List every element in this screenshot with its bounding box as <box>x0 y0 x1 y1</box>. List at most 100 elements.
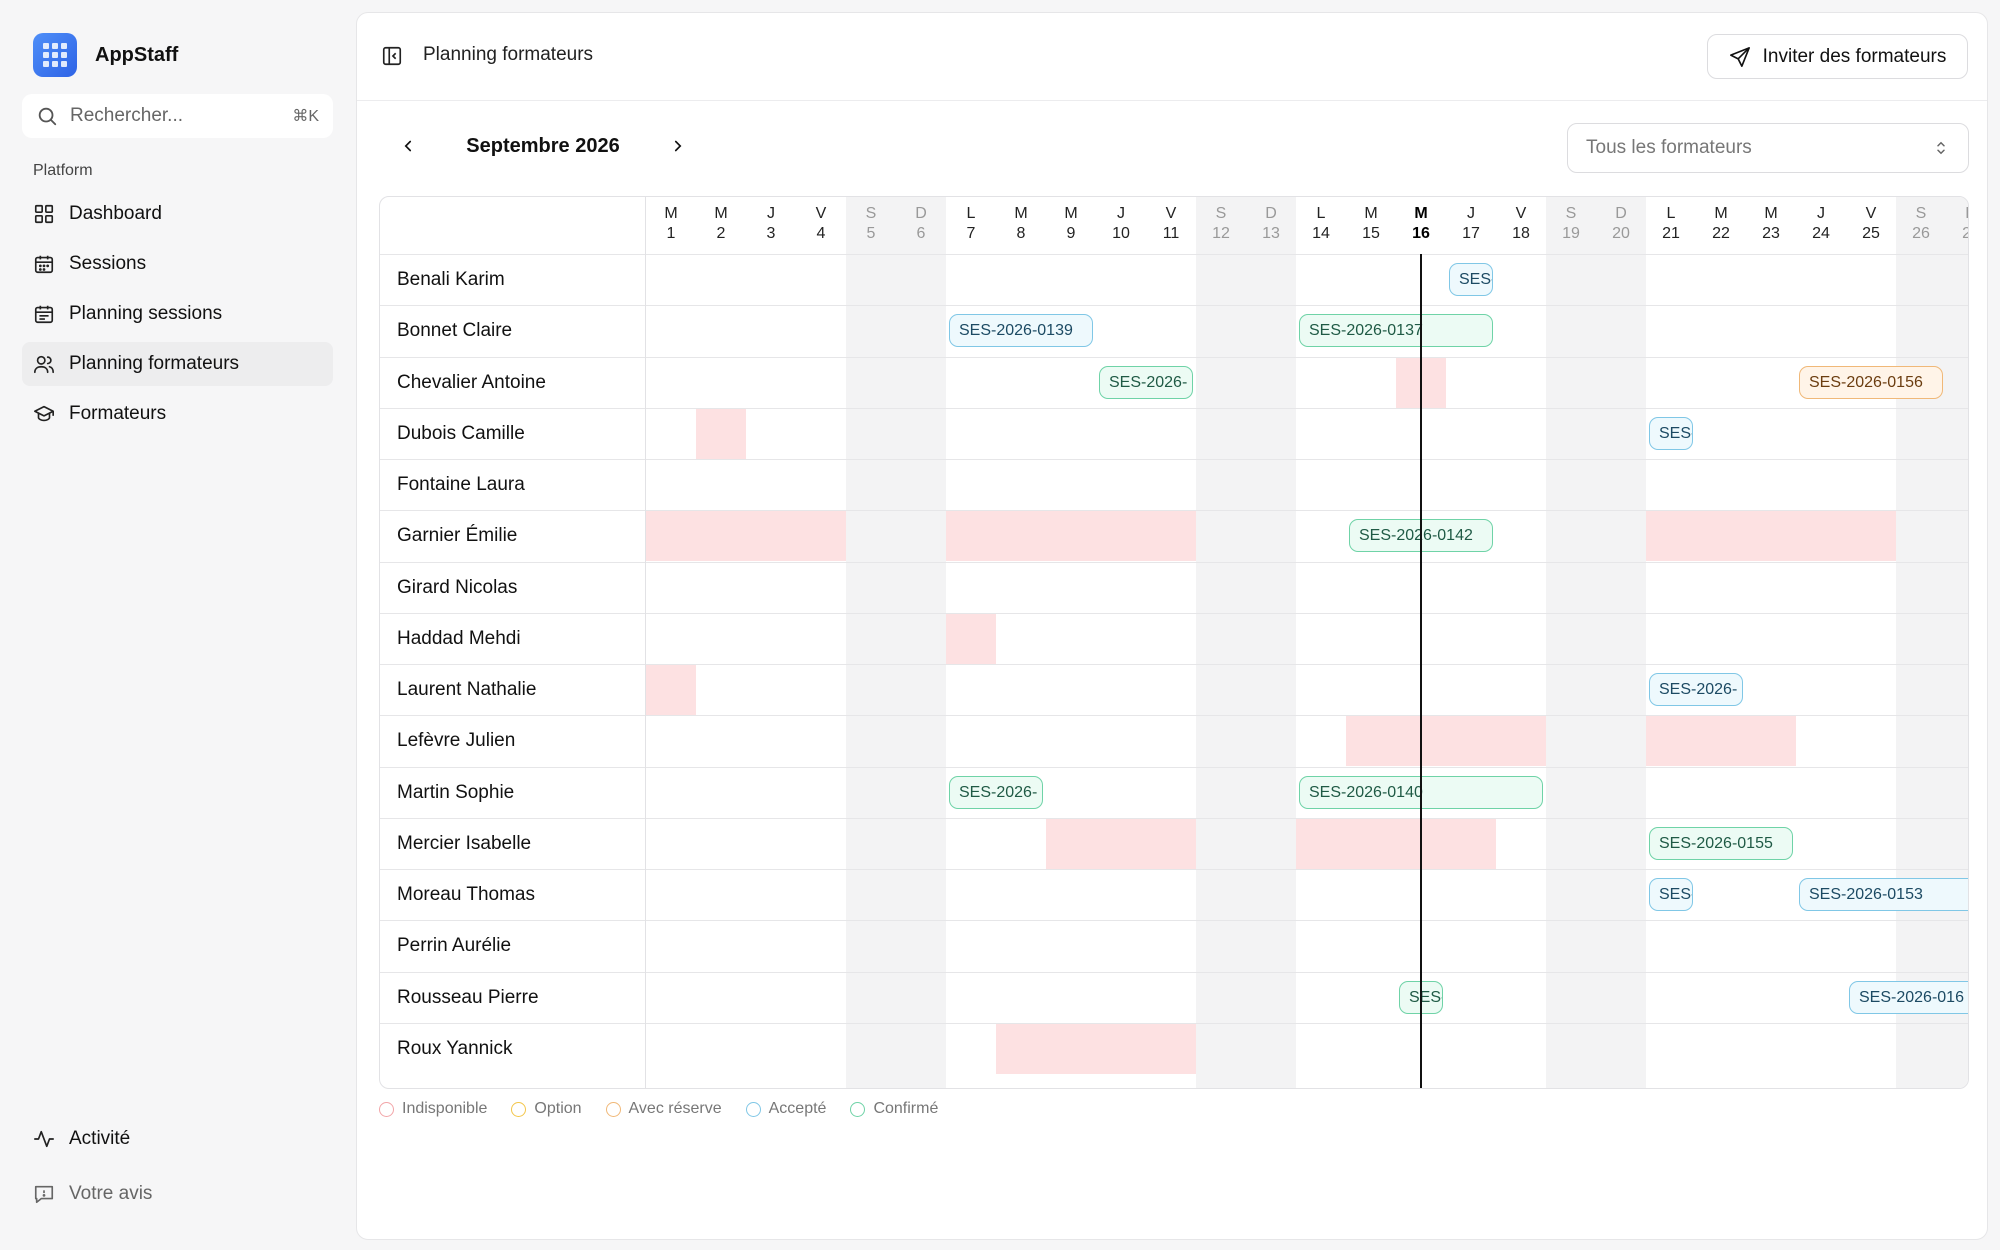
day-letter: D <box>915 205 927 222</box>
day-number: 11 <box>1162 225 1180 242</box>
row-divider <box>380 459 1968 460</box>
day-number: 2 <box>716 225 726 242</box>
day-header: J 10 <box>1096 197 1146 254</box>
sidebar-item-formateurs[interactable]: Formateurs <box>22 392 333 436</box>
sidebar-item-planning-formateurs[interactable]: Planning formateurs <box>22 342 333 386</box>
session-pill[interactable]: SES-2026-016 <box>1849 980 1968 1014</box>
session-pill[interactable]: SES- <box>1649 416 1693 450</box>
brand[interactable]: AppStaff <box>33 33 178 77</box>
sidebar-item-label: Dashboard <box>69 203 162 224</box>
day-header: M 23 <box>1746 197 1796 254</box>
trainer-name: Haddad Mehdi <box>397 627 521 649</box>
legend-item: Confirmé <box>850 1100 938 1118</box>
day-header: V 18 <box>1496 197 1546 254</box>
trainer-name: Garnier Émilie <box>397 525 518 547</box>
legend-dot-icon <box>850 1101 866 1117</box>
sidebar-item-label: Activité <box>69 1128 131 1149</box>
session-pill[interactable]: SES- <box>1649 878 1693 911</box>
day-number: 6 <box>916 225 926 242</box>
unavailable-block <box>1646 510 1896 562</box>
legend-dot-icon <box>511 1101 527 1117</box>
weekend-column <box>1896 197 1946 1088</box>
invite-trainers-button[interactable]: Inviter des formateurs <box>1707 34 1968 79</box>
sidebar-item-label: Sessions <box>69 253 147 274</box>
sidebar-item-label: Planning formateurs <box>69 353 240 374</box>
trainer-filter-value: Tous les formateurs <box>1586 137 1752 158</box>
day-letter: L <box>1666 205 1676 222</box>
day-number: 27 <box>1946 224 1968 244</box>
grid-icon <box>34 204 54 224</box>
day-letter: M <box>1764 205 1778 222</box>
previous-month-button[interactable] <box>393 131 423 161</box>
unavailable-block <box>946 510 1196 562</box>
next-month-button[interactable] <box>663 131 693 161</box>
row-divider <box>380 356 1968 358</box>
session-pill[interactable]: SES-2026-0155 <box>1649 826 1793 860</box>
weekend-column <box>1196 197 1246 1088</box>
graduation-cap-icon <box>34 405 54 422</box>
legend-label: Accepté <box>768 1100 827 1117</box>
day-letter: D <box>1265 205 1277 222</box>
session-pill[interactable]: SES-2026-0156 <box>1799 365 1943 399</box>
invite-button-label: Inviter des formateurs <box>1762 45 1947 67</box>
row-divider <box>380 510 1968 512</box>
day-header: V 11 <box>1146 197 1196 254</box>
day-number: 13 <box>1262 225 1280 242</box>
sidebar-item-votre-avis[interactable]: Votre avis <box>22 1172 333 1216</box>
day-header: J 17 <box>1446 197 1496 254</box>
session-pill[interactable]: SES-2026- <box>949 775 1043 809</box>
activity-icon <box>34 1130 54 1148</box>
day-letter: V <box>815 205 827 222</box>
day-letter: J <box>767 205 775 222</box>
session-pill[interactable]: SES-2026- <box>1099 365 1193 399</box>
day-number: 15 <box>1362 225 1380 242</box>
day-letter: D <box>1946 204 1968 224</box>
app-logo-icon <box>33 33 77 77</box>
legend-item: Indisponible <box>379 1100 487 1118</box>
sidebar-item-activite[interactable]: Activité <box>22 1117 333 1161</box>
chevron-up-down-icon <box>1937 141 1945 155</box>
day-letter: V <box>1165 205 1177 222</box>
search-input[interactable]: Rechercher... ⌘K <box>22 94 333 138</box>
session-pill[interactable]: SES-2026- <box>1649 673 1743 706</box>
trainer-name: Rousseau Pierre <box>397 986 539 1008</box>
row-divider <box>380 1022 1968 1024</box>
sidebar-toggle-icon[interactable] <box>381 45 403 67</box>
day-letter: J <box>1117 205 1125 222</box>
search-icon <box>38 107 57 126</box>
session-pill[interactable]: SES- <box>1449 263 1493 296</box>
trainer-filter-select[interactable]: Tous les formateurs <box>1567 123 1969 173</box>
unavailable-block <box>696 407 746 459</box>
day-number: 19 <box>1562 225 1580 242</box>
trainer-name: Fontaine Laura <box>397 474 525 495</box>
sidebar-item-dashboard[interactable]: Dashboard <box>22 192 333 236</box>
message-icon <box>34 1185 54 1204</box>
trainer-name: Mercier Isabelle <box>397 832 532 854</box>
session-pill[interactable]: SES-2026-0137 <box>1299 314 1493 348</box>
day-letter: J <box>1467 205 1475 222</box>
session-pill[interactable]: SES-2026-0153 <box>1799 878 1968 911</box>
weekend-column <box>1546 197 1596 1088</box>
row-divider <box>380 305 1968 307</box>
sidebar-item-planning-sessions[interactable]: Planning sessions <box>22 292 333 336</box>
sidebar-item-label: Formateurs <box>69 403 167 424</box>
unavailable-block <box>1646 715 1796 767</box>
trainer-name: Dubois Camille <box>397 422 525 444</box>
unavailable-block <box>1346 715 1546 767</box>
day-number: 1 <box>666 225 676 242</box>
sidebar-item-sessions[interactable]: Sessions <box>22 242 333 286</box>
day-letter: S <box>865 205 877 222</box>
main-panel: Planning formateurs Inviter des formateu… <box>356 12 1988 1240</box>
day-number: 24 <box>1812 225 1830 242</box>
session-pill[interactable]: SES-2026-0139 <box>949 314 1093 348</box>
unavailable-block <box>1296 817 1496 869</box>
app-name: AppStaff <box>95 43 179 66</box>
unavailable-block <box>946 612 996 664</box>
day-number: 18 <box>1512 225 1530 242</box>
legend-label: Option <box>534 1100 582 1117</box>
day-letter: S <box>1215 205 1227 222</box>
day-header: S 12 <box>1196 197 1246 254</box>
legend-label: Indisponible <box>402 1100 488 1117</box>
